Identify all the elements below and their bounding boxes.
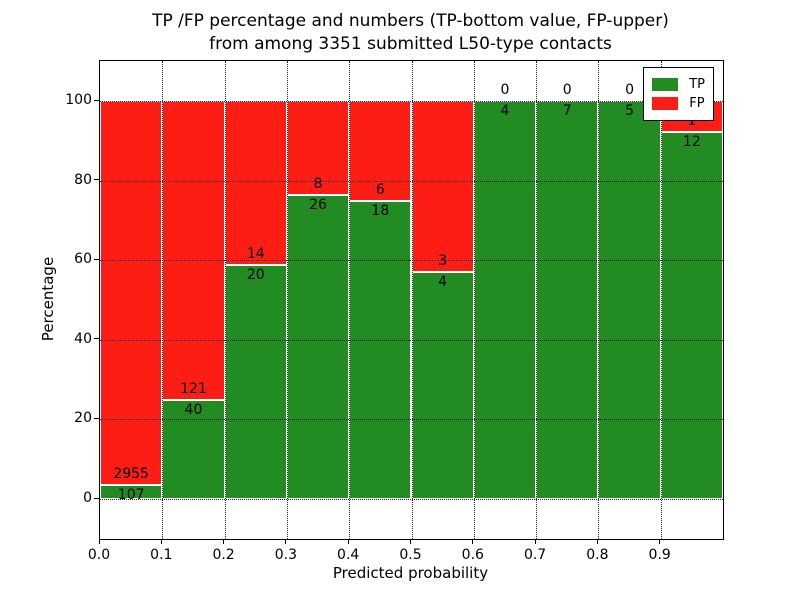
bar-count-label-fp: 0	[562, 82, 572, 98]
v-gridline	[473, 61, 475, 539]
bar-count-label-tp: 20	[246, 266, 265, 283]
chart-title: TP /FP percentage and numbers (TP-bottom…	[99, 10, 722, 56]
x-tick-mark	[223, 539, 225, 544]
bar-segment-tp	[660, 131, 723, 499]
bar-count-label-fp: 14	[246, 245, 265, 262]
bar-count-label-tp: 5	[625, 103, 634, 119]
y-tick-label: 20	[74, 410, 92, 427]
chart-title-line2: from among 3351 submitted L50-type conta…	[209, 34, 612, 54]
bar-segment-fp	[100, 101, 163, 486]
v-gridline	[411, 61, 413, 539]
legend-item-tp: TP	[652, 76, 705, 93]
bar-segment-tp	[100, 485, 163, 499]
bar-segment-tp	[411, 271, 474, 499]
y-tick-mark	[94, 497, 99, 499]
x-tick-label: 0.7	[523, 547, 547, 563]
x-tick-label: 0.0	[87, 547, 111, 563]
x-tick-label: 0.2	[212, 547, 235, 563]
y-tick-label: 100	[65, 92, 92, 108]
x-tick-label: 0.4	[337, 547, 360, 563]
legend-item-fp: FP	[652, 95, 705, 112]
bar-segment-tp	[162, 400, 225, 499]
x-tick-mark	[410, 539, 411, 544]
x-tick-label: 0.1	[150, 547, 173, 563]
legend-label-tp: TP	[689, 77, 705, 92]
bar-count-label-tp: 4	[438, 273, 448, 290]
bar-count-label-tp: 18	[371, 202, 390, 219]
x-tick-label: 0.6	[461, 547, 484, 563]
bar-count-label-tp: 26	[309, 196, 327, 213]
v-gridline	[286, 61, 288, 539]
legend-swatch-fp-icon	[652, 97, 679, 110]
bar-count-label-tp: 7	[562, 103, 572, 119]
y-tick-mark	[94, 258, 99, 260]
bar-segment-fp	[286, 101, 350, 195]
y-tick-label: 40	[74, 330, 92, 347]
x-tick-mark	[160, 539, 162, 544]
v-gridline	[224, 61, 226, 539]
plot-area: 295510712140142082661834040705112 TP FP	[99, 60, 724, 540]
bar-count-label-fp: 121	[180, 381, 207, 398]
y-tick-label: 0	[83, 490, 92, 506]
x-tick-label: 0.9	[648, 547, 671, 563]
bar-count-label-tp: 12	[682, 133, 701, 150]
v-gridline	[660, 61, 662, 539]
legend: TP FP	[643, 67, 714, 121]
x-tick-label: 0.5	[399, 547, 422, 563]
bar-count-label-tp: 40	[184, 402, 203, 419]
grid-layer	[100, 61, 723, 539]
bar-count-label-fp: 0	[500, 82, 510, 98]
legend-swatch-tp-icon	[652, 78, 679, 91]
x-tick-label: 0.3	[274, 547, 298, 563]
bar-count-label-fp: 3	[438, 252, 448, 269]
bar-labels-layer: 295510712140142082661834040705112	[100, 61, 723, 539]
x-tick-label: 0.8	[586, 547, 609, 563]
v-gridline	[536, 61, 538, 539]
bar-count-label-fp: 8	[313, 175, 323, 192]
x-tick-mark	[98, 539, 100, 544]
bar-count-label-fp: 2955	[113, 466, 149, 483]
y-tick-mark	[94, 338, 99, 340]
v-gridline	[162, 61, 164, 539]
y-tick-label: 80	[74, 171, 92, 188]
y-tick-mark	[94, 417, 99, 419]
bar-count-label-tp: 107	[117, 487, 145, 504]
chart-title-line1: TP /FP percentage and numbers (TP-bottom…	[152, 11, 669, 31]
legend-label-fp: FP	[689, 96, 705, 111]
bar-segment-fp	[162, 101, 225, 401]
bar-segment-tp	[473, 101, 537, 499]
y-tick-mark	[94, 99, 99, 101]
x-tick-mark	[472, 539, 474, 544]
bar-count-label-fp: 0	[625, 82, 634, 98]
x-tick-mark	[285, 539, 287, 544]
x-tick-mark	[659, 539, 661, 544]
x-tick-mark	[347, 539, 349, 544]
v-gridline	[349, 61, 351, 539]
bars-layer	[100, 61, 723, 539]
v-gridline	[598, 61, 600, 539]
y-tick-mark	[94, 179, 99, 181]
x-tick-mark	[534, 539, 536, 544]
bar-count-label-fp: 6	[375, 181, 385, 198]
y-tick-label: 60	[74, 251, 92, 268]
x-tick-mark	[596, 539, 598, 544]
x-axis-label: Predicted probability	[332, 564, 489, 582]
bar-count-label-tp: 4	[500, 103, 510, 119]
y-axis-label: Percentage	[39, 256, 57, 342]
bar-segment-tp	[598, 101, 661, 499]
